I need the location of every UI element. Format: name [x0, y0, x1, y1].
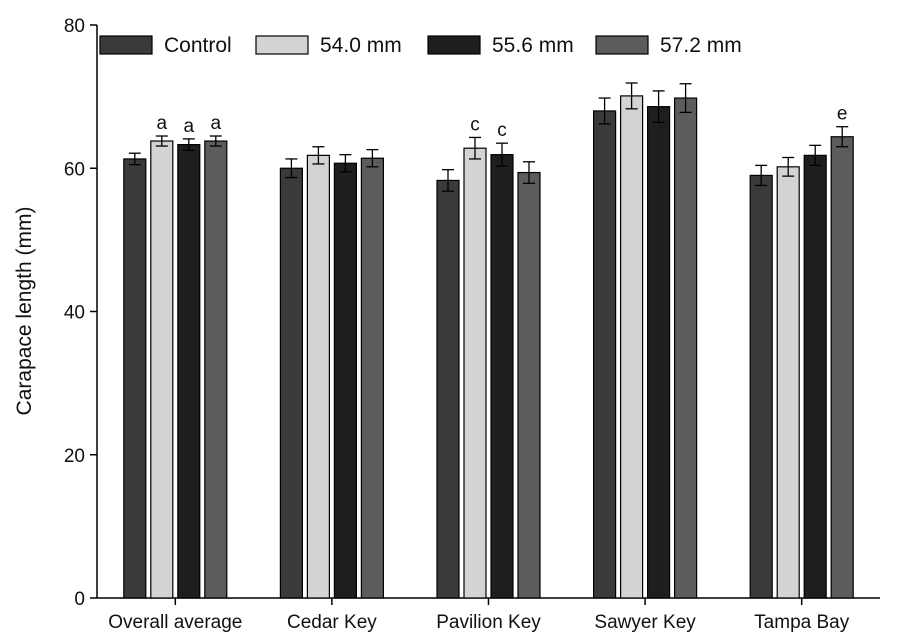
bar — [463, 147, 487, 599]
y-tick-label: 40 — [64, 303, 85, 324]
bar — [517, 171, 541, 599]
legend-swatch — [255, 35, 309, 55]
legend-label: Control — [164, 34, 232, 57]
legend-label: 54.0 mm — [320, 34, 402, 57]
bar — [776, 166, 800, 599]
bar — [177, 144, 201, 599]
significance-label: c — [497, 120, 507, 141]
bar — [749, 174, 773, 599]
bar — [123, 158, 147, 599]
bar — [306, 154, 330, 599]
legend-label: 55.6 mm — [492, 34, 574, 57]
significance-label: a — [184, 116, 195, 137]
bar — [204, 140, 228, 599]
y-tick-label: 0 — [74, 589, 85, 610]
legend: Control 54.0 mm 55.6 mm 57.2 mm — [99, 34, 742, 57]
bar — [592, 110, 617, 599]
significance-label: e — [837, 104, 848, 125]
significance-label: a — [211, 113, 222, 134]
significance-label: a — [157, 113, 168, 134]
bar — [803, 154, 827, 599]
bar — [360, 157, 384, 599]
bar — [619, 95, 644, 599]
x-tick-label: Tampa Bay — [754, 612, 850, 633]
significance-label: c — [470, 114, 480, 135]
legend-swatch — [99, 35, 153, 55]
x-tick-label: Pavilion Key — [436, 612, 541, 633]
bar — [150, 140, 174, 599]
bars: a a a c ce — [123, 82, 854, 599]
bar — [646, 106, 671, 599]
y-tick-label: 80 — [64, 16, 85, 37]
legend-swatch — [595, 35, 649, 55]
x-tick-label: Sawyer Key — [594, 612, 696, 633]
axes: 0 20 40 60 80 Overall average Cedar Key Pavilio… — [64, 16, 880, 633]
y-axis-title: Carapace length (mm) — [13, 207, 36, 416]
bar — [333, 162, 357, 599]
bar — [490, 154, 514, 599]
bar — [673, 97, 698, 599]
bar — [279, 167, 303, 599]
y-tick-label: 60 — [64, 159, 85, 180]
legend-label: 57.2 mm — [660, 34, 742, 57]
bar — [436, 179, 460, 599]
x-tick-label: Overall average — [108, 612, 242, 633]
legend-swatch — [427, 35, 481, 55]
x-tick-label: Cedar Key — [287, 612, 377, 633]
y-tick-label: 20 — [64, 446, 85, 467]
bar — [830, 136, 854, 599]
